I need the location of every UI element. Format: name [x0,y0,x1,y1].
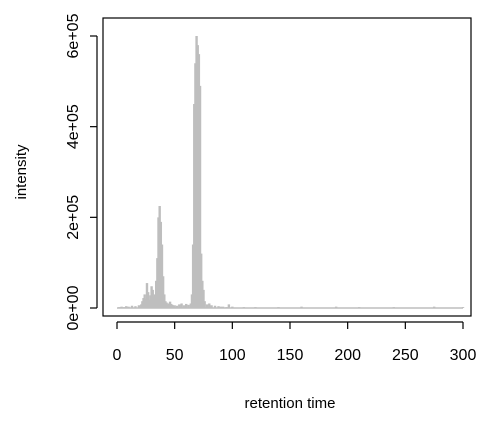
y-ticks: 0e+00 2e+05 4e+05 6e+05 [65,13,97,330]
x-tick-label: 50 [166,347,184,364]
y-tick-label: 2e+05 [65,195,82,240]
x-tick-label: 300 [450,347,477,364]
bars-layer [117,36,465,309]
x-tick-label: 100 [219,347,246,364]
x-tick-label: 150 [277,347,304,364]
y-tick-label: 6e+05 [65,13,82,58]
y-tick-label: 0e+00 [65,285,82,330]
y-axis-label: intensity [13,144,30,200]
x-tick-label: 0 [113,347,122,364]
x-tick-label: 250 [392,347,419,364]
x-ticks: 0 50 100 150 200 250 300 [113,322,477,364]
plot-frame [102,17,472,317]
x-tick-label: 200 [334,347,361,364]
y-tick-label: 4e+05 [65,104,82,149]
x-axis-label: retention time [245,395,336,412]
